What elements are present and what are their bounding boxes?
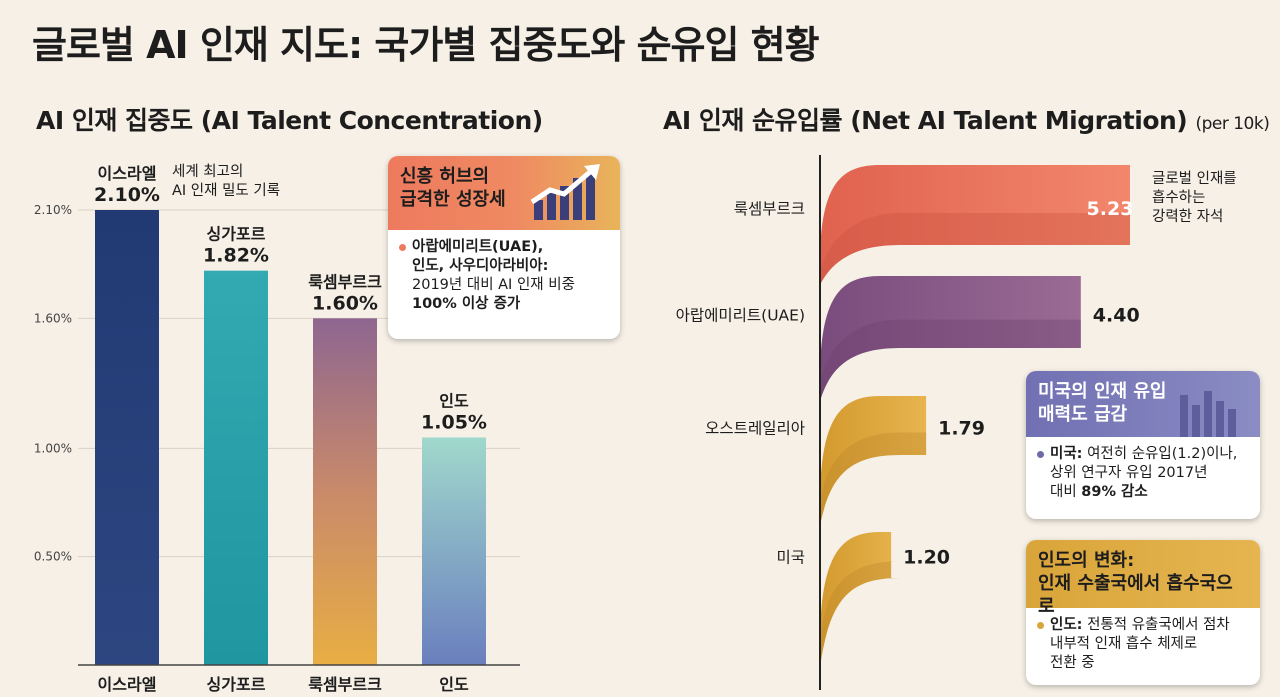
migration-category-label: 오스트레일리아 [705,419,805,437]
bullet-dot-icon [399,244,406,251]
callout-usa-header: 미국의 인재 유입 매력도 급감 [1026,371,1260,437]
callout-emerging-hubs-line3: 2019년 대비 AI 인재 비중 [412,277,575,293]
callout-usa-bold1: 미국: [1050,446,1083,462]
callout-india-text1: 전통적 유출국에서 점차 [1082,617,1230,633]
x-tick-label: 인도 [439,675,469,694]
callout-india-bold1: 인도: [1050,617,1083,633]
callout-usa-line2: 상위 연구자 유입 2017년 [1050,465,1208,481]
concentration-bar [422,437,486,665]
x-tick-label: 싱가포르 [207,675,266,694]
right-chart-title: AI 인재 순유입률 (Net AI Talent Migration) (pe… [663,101,1270,137]
migration-bar [820,532,900,667]
y-tick-label: 2.10% [34,203,72,217]
callout-usa-title-1: 미국의 인재 유입 [1038,381,1167,402]
migration-bar-shadow [820,319,1081,401]
concentration-bar [313,318,377,665]
lux-annotation: 글로벌 인재를 흡수하는 강력한 자석 [1152,170,1237,227]
growth-chart-icon [530,164,600,220]
x-tick-label: 룩셈부르크 [308,675,382,694]
concentration-bar [204,270,268,665]
callout-india-title-2: 인재 수출국에서 흡수국으로 [1038,573,1233,617]
migration-value-label: 1.20 [903,546,950,568]
migration-bar-shadow [820,213,1130,285]
page-title: 글로벌 AI 인재 지도: 국가별 집중도와 순유입 현황 [32,23,820,67]
callout-emerging-hubs-header: 신흥 허브의 급격한 성장세 [388,156,620,230]
callout-emerging-hubs-title-2: 급격한 성장세 [400,189,506,210]
bar-category-label: 인도 [439,392,469,411]
migration-value-label: 4.40 [1093,305,1140,327]
bar-category-label: 싱가포르 [207,225,266,244]
callout-emerging-hubs-bold1: 아랍에미리트(UAE), [412,239,544,255]
bar-value-label: 1.05% [421,412,487,434]
callout-usa: 미국의 인재 유입 매력도 급감 미국: 여전히 순유입(1.2)이나, 상위 … [1026,371,1260,519]
bar-value-label: 2.10% [94,184,160,206]
callout-usa-line3-pre: 대비 [1050,484,1082,500]
callout-usa-bold2: 89% 감소 [1081,484,1148,500]
migration-value-label: 1.79 [938,417,985,439]
israel-note-line2: AI 인재 밀도 기록 [172,183,281,199]
bar-category-label: 이스라엘 [98,164,157,183]
migration-bar-shadow [820,561,900,667]
y-tick-label: 0.50% [34,550,72,564]
y-tick-label: 1.00% [34,441,72,455]
callout-india-line3: 전환 중 [1050,655,1095,671]
migration-category-label: 룩셈부르크 [734,200,805,218]
concentration-bar [95,210,159,665]
callout-usa-body: 미국: 여전히 순유입(1.2)이나, 상위 연구자 유입 2017년 대비 8… [1026,437,1260,512]
israel-note-line1: 세계 최고의 [172,164,244,180]
migration-bar [820,276,1081,401]
migration-category-label: 아랍에미리트(UAE) [676,307,805,325]
callout-emerging-hubs: 신흥 허브의 급격한 성장세 아랍에미리트(UAE), 인도, 사우디아라비아:… [388,156,620,339]
bar-category-label: 룩셈부르크 [308,272,382,291]
left-chart-title: AI 인재 집중도 (AI Talent Concentration) [36,106,543,135]
callout-india-body: 인도: 전통적 유출국에서 점차 내부적 인재 흡수 체제로 전환 중 [1026,608,1260,683]
migration-bar-shadow [820,432,927,526]
lux-annotation-line3: 강력한 자석 [1152,209,1224,225]
lux-annotation-line2: 흡수하는 [1152,190,1206,206]
y-tick-label: 1.60% [34,311,72,325]
bar-value-label: 1.60% [312,292,378,314]
callout-emerging-hubs-bold3: 100% 이상 증가 [412,296,521,312]
callout-emerging-hubs-bold2: 인도, 사우디아라비아: [412,258,549,274]
x-tick-label: 이스라엘 [98,675,157,694]
callout-usa-title-2: 매력도 급감 [1038,404,1128,425]
bar-value-label: 1.82% [203,245,269,267]
city-skyline-icon [1180,391,1236,437]
migration-value-label: 5.23 [1087,198,1134,220]
bullet-dot-icon [1037,622,1044,629]
callout-emerging-hubs-title-1: 신흥 허브의 [400,166,490,187]
callout-india-header: 인도의 변화: 인재 수출국에서 흡수국으로 [1026,540,1260,617]
right-chart-title-text: AI 인재 순유입률 (Net AI Talent Migration) [663,106,1188,135]
callout-usa-text1: 여전히 순유입(1.2)이나, [1082,446,1238,462]
israel-note: 세계 최고의 AI 인재 밀도 기록 [172,163,280,201]
callout-india-line2: 내부적 인재 흡수 체제로 [1050,636,1198,652]
migration-bar [820,165,1130,285]
lux-annotation-line1: 글로벌 인재를 [1152,171,1237,187]
migration-bar [820,396,927,526]
callout-india: 인도의 변화: 인재 수출국에서 흡수국으로 인도: 전통적 유출국에서 점차 … [1026,540,1260,685]
callout-emerging-hubs-body: 아랍에미리트(UAE), 인도, 사우디아라비아: 2019년 대비 AI 인재… [388,230,620,324]
bullet-dot-icon [1037,451,1044,458]
right-chart-unit: (per 10k) [1195,114,1270,134]
callout-india-title-1: 인도의 변화: [1038,550,1135,571]
migration-category-label: 미국 [776,548,805,566]
